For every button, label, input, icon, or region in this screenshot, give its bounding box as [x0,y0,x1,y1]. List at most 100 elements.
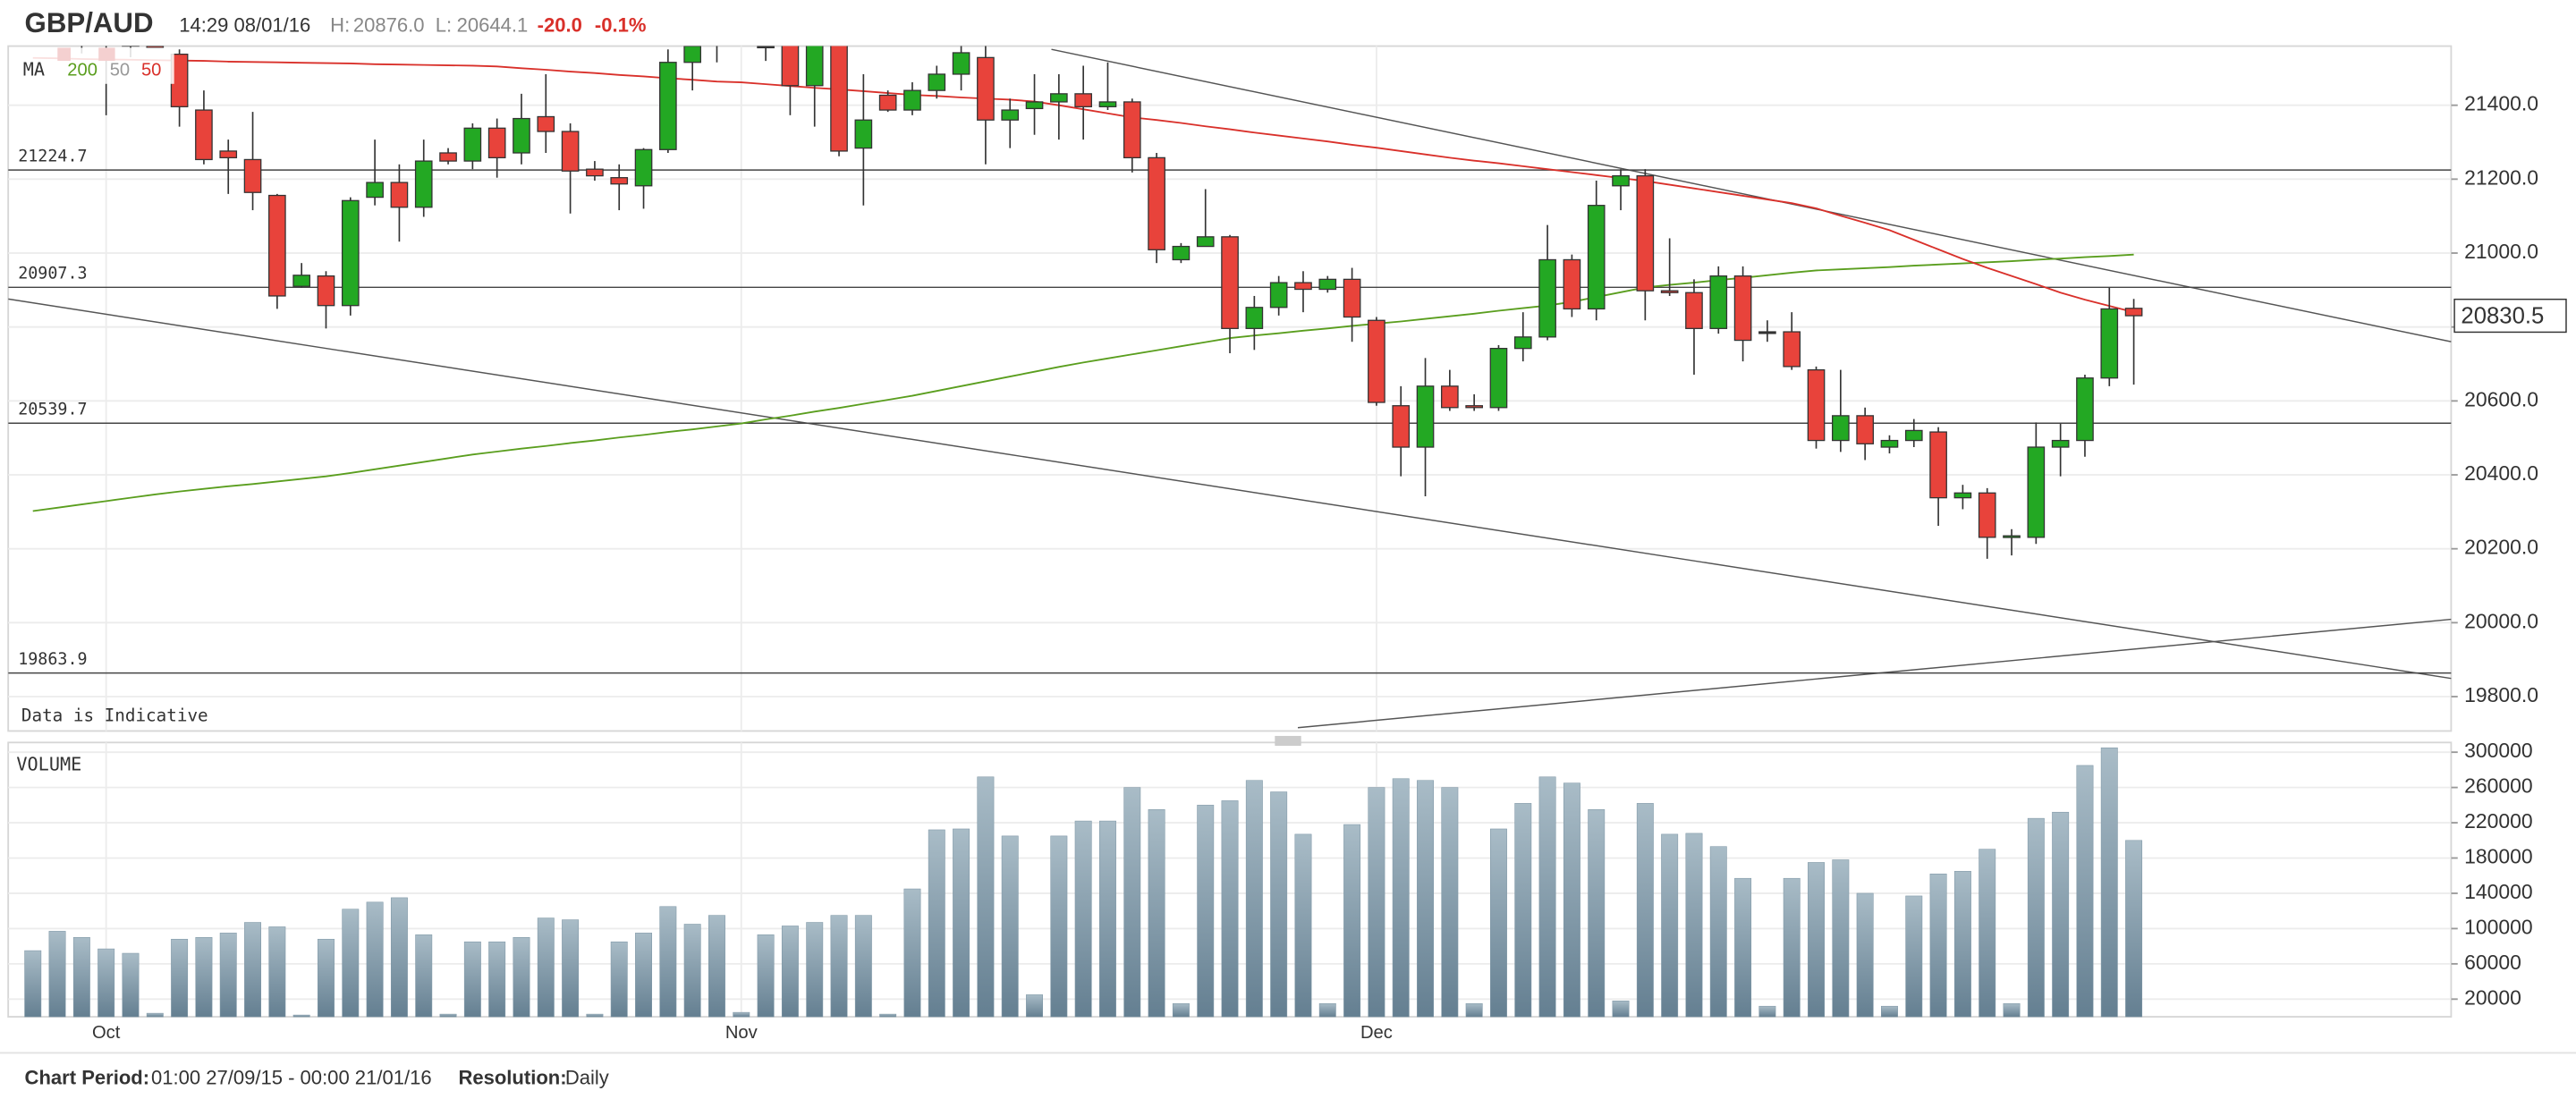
volume-bar [97,948,115,1018]
volume-bar [1270,791,1288,1018]
y-tick-label: 19800.0 [2464,683,2538,706]
y-tick-label: 220000 [2464,809,2533,833]
legend-icon[interactable] [98,47,115,62]
volume-bar [1368,787,1385,1018]
volume-bar [1026,994,1043,1018]
candle-body [1001,109,1020,121]
candle-body [1098,101,1117,107]
volume-bar [1758,1005,1776,1018]
price-plot [8,46,2452,729]
candle-body [1709,275,1728,329]
x-tick-label: Nov [725,1023,758,1043]
candle-body [1416,385,1435,448]
volume-bar [1979,849,1996,1018]
volume-bar [635,933,652,1018]
candle-body [1587,205,1606,310]
candle-body [1368,319,1385,403]
candle-body [903,89,921,111]
candle-body [439,152,457,162]
candle-body [757,46,775,49]
last-price-box [2453,298,2567,334]
volume-bar [1343,824,1361,1018]
volume-bar [1563,782,1580,1018]
candle-body [1050,93,1068,103]
volume-bar [1514,803,1532,1018]
volume-bar [1123,787,1141,1018]
candle-body [1758,331,1776,334]
price-panel [7,45,2453,732]
volume-title: VOLUME [16,754,81,775]
candle-body [1245,307,1264,329]
candle-body [1343,278,1361,318]
volume-bar [415,934,433,1018]
volume-bar [1685,833,1703,1018]
candle-body [414,160,433,208]
candle-body [683,46,701,63]
note: Data is Indicative [21,705,208,725]
volume-bar [2100,747,2118,1018]
volume-bar [1808,862,1825,1018]
volume-bar [1148,808,1165,1018]
y-tick-label: 100000 [2464,915,2533,938]
candle-body [830,46,848,152]
volume-bar [48,931,66,1018]
resolution: Daily [565,1067,609,1089]
volume-bar [781,926,799,1018]
y-tick-label: 21400.0 [2464,92,2538,115]
y-tick-label: 180000 [2464,845,2533,868]
volume-bar [733,1011,750,1018]
volume-bar [1490,828,1507,1018]
candle-body [2076,377,2094,442]
candle-body [1294,282,1312,291]
high-label: H: [330,13,350,36]
candle-body [1807,368,1826,442]
y-tick-label: 20600.0 [2464,387,2538,410]
candle-body [878,94,897,111]
volume-bar [2125,840,2143,1018]
volume-bar [1612,1001,1630,1018]
resolution-label: Resolution: [458,1067,566,1089]
volume-bar [1099,820,1116,1018]
scroll-handle[interactable] [1275,735,1301,746]
candle-body [1074,93,1092,107]
candle-body [219,150,238,159]
candle-body [634,148,653,187]
candle-body [1904,429,1923,442]
volume-bar [1709,846,1727,1018]
volume-bar [146,1012,164,1018]
candle-body [1196,236,1215,248]
volume-bar [1832,859,1850,1018]
candle-body [243,158,262,193]
volume-bar [708,915,725,1018]
candle-body [513,117,530,154]
candle-body [1221,236,1239,329]
volume-bar [1294,833,1312,1018]
candle-body [1953,492,1972,499]
candle-body [1465,405,1483,409]
candle-body [1538,258,1556,338]
candle-body [537,115,555,132]
candle-body [1880,439,1899,448]
y-tick-label: 20400.0 [2464,461,2538,485]
candle-body [2003,535,2021,538]
volume-bar [244,922,262,1018]
candle-body [1832,415,1850,442]
candle-body [487,127,506,159]
candle-body [805,46,824,87]
candle-body [659,62,677,150]
volume-bar [1050,835,1068,1018]
period: 01:00 27/09/15 - 00:00 21/01/16 [151,1067,432,1089]
volume-bar [586,1013,604,1018]
y-tick-label: 20000 [2464,985,2521,1009]
volume-bar [1953,871,1971,1018]
x-tick-label: Oct [92,1023,121,1043]
volume-bar [2027,817,2045,1018]
volume-bar [72,937,90,1018]
volume-bar [1929,873,1947,1018]
y-tick-label: 21200.0 [2464,165,2538,189]
candle-body [268,194,286,297]
candle-body [1025,101,1044,110]
legend-icon[interactable] [57,47,71,62]
last-price: 20830.5 [2461,304,2544,329]
